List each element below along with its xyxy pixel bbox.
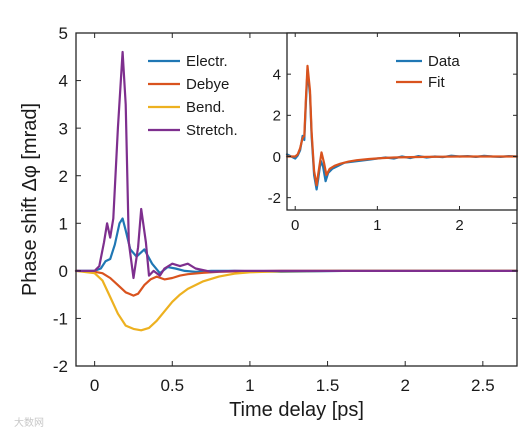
inset-legend-label: Data [428,53,460,70]
main-series-stretch-line [74,50,519,280]
main-y-tick-label: 1 [59,214,68,233]
inset-series-fit-line [285,64,519,187]
main-legend-label: Stretch. [186,122,238,139]
main-y-tick-label: 3 [59,119,68,138]
watermark: 大数网 [14,416,44,429]
inset-x-tick-label: 0 [291,217,299,234]
inset-y-tick-label: 4 [273,67,281,84]
inset-y-tick-label: 0 [273,149,281,166]
main-x-tick-label: 2 [400,376,409,395]
inset-background [287,33,517,210]
main-y-tick-label: 4 [59,72,68,91]
main-x-tick-label: 2.5 [471,376,495,395]
inset-x-tick-label: 1 [373,217,381,234]
main-x-tick-label: 0 [90,376,99,395]
inset-legend-label: Fit [428,74,445,91]
main-y-tick-label: -1 [53,310,68,329]
inset-plot: 0 1 2 -2 0 2 4 Data Fit [268,32,519,234]
main-legend-label: Debye [186,76,229,93]
main-legend-label: Bend. [186,99,225,116]
main-x-tick-label: 1 [245,376,254,395]
watermark-text: 大数网 [14,416,44,429]
main-y-tick-label: -2 [53,357,68,376]
inset-y-tick-label: 2 [273,108,281,125]
main-y-tick-label: 2 [59,167,68,186]
main-legend-label: Electr. [186,53,228,70]
main-y-axis-label: Phase shift Δφ [mrad] [19,103,41,296]
main-y-tick-label: 0 [59,262,68,281]
inset-axes-frame [286,32,518,211]
main-y-tick-label: 5 [59,24,68,43]
main-x-tick-label: 0.5 [160,376,184,395]
inset-y-tick-label: -2 [268,190,281,207]
main-x-axis-label: Time delay [ps] [229,399,364,421]
main-x-tick-label: 1.5 [316,376,340,395]
inset-x-tick-label: 2 [455,217,463,234]
